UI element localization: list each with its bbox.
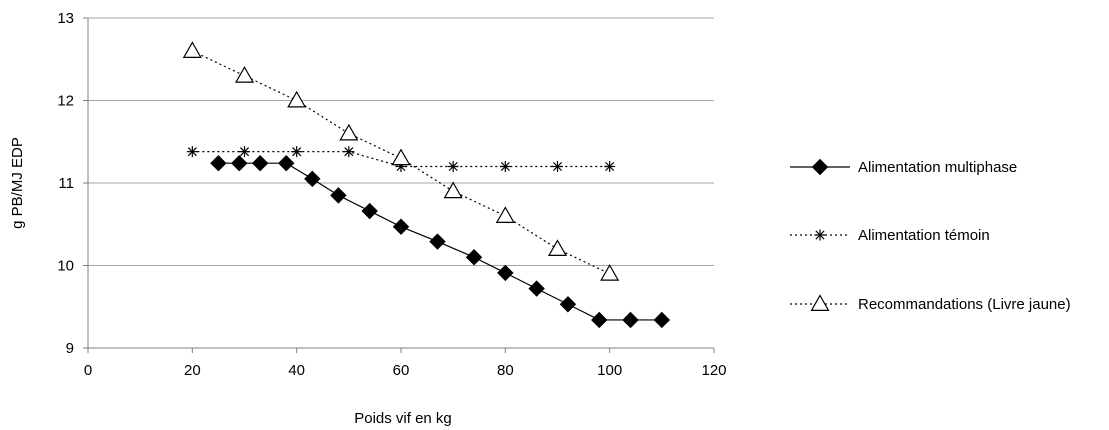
x-tick-label: 120	[701, 362, 726, 379]
x-tick-label: 0	[84, 362, 92, 379]
diamond-marker	[465, 249, 483, 266]
y-axis-label: g PB/MJ EDP	[9, 137, 26, 229]
diamond-marker	[361, 202, 378, 220]
series-1	[210, 154, 671, 329]
diamond-marker	[497, 264, 514, 282]
diamond-marker	[210, 154, 227, 172]
diamond-marker	[653, 311, 671, 329]
asterisk-marker	[552, 161, 563, 172]
triangle-marker	[600, 264, 620, 281]
diamond-marker	[330, 187, 347, 204]
grid-lines	[88, 17, 714, 349]
triangle-marker	[495, 206, 515, 223]
asterisk-marker	[291, 146, 303, 158]
asterisk-marker	[186, 146, 198, 158]
x-tick-label: 20	[184, 362, 201, 379]
x-tick-labels: 0 20 40 60 80 100 120	[84, 348, 727, 379]
diamond-marker	[622, 311, 639, 329]
diamond-marker	[429, 233, 446, 250]
legend-label: Recommandations (Livre jaune)	[858, 296, 1071, 313]
series-line	[192, 50, 610, 275]
asterisk-marker	[814, 229, 826, 241]
asterisk-marker	[447, 161, 459, 172]
diamond-marker	[392, 218, 410, 235]
triangle-marker	[287, 90, 307, 108]
diamond-marker	[528, 280, 545, 297]
x-tick-label: 100	[597, 362, 622, 379]
triangle-marker	[339, 123, 359, 141]
triangle-marker	[443, 181, 463, 199]
triangle-marker	[234, 66, 255, 83]
series-3	[182, 41, 620, 281]
diamond-marker	[304, 170, 321, 188]
diamond-marker	[811, 158, 829, 176]
diamond-marker	[251, 154, 269, 172]
asterisk-marker	[343, 146, 355, 158]
diamond-marker	[591, 311, 608, 329]
legend: Alimentation multiphase Alimentation témo…	[790, 158, 1071, 313]
series-2	[186, 146, 616, 172]
diamond-marker	[278, 154, 295, 172]
asterisk-marker	[239, 146, 250, 158]
triangle-marker	[391, 148, 411, 166]
asterisk-marker	[604, 161, 616, 172]
legend-item: Recommandations (Livre jaune)	[790, 294, 1071, 313]
y-tick-label: 10	[57, 258, 74, 275]
x-tick-label: 40	[288, 362, 305, 379]
y-tick-label: 9	[66, 340, 74, 357]
legend-item: Alimentation multiphase	[790, 158, 1017, 176]
diamond-marker	[559, 296, 577, 313]
triangle-marker	[182, 41, 202, 58]
triangle-marker	[810, 294, 830, 311]
y-tick-label: 11	[58, 175, 74, 192]
x-tick-label: 80	[497, 362, 514, 379]
triangle-marker	[547, 239, 568, 256]
diamond-marker	[231, 154, 248, 172]
y-tick-label: 12	[57, 93, 74, 110]
legend-label: Alimentation multiphase	[858, 159, 1017, 176]
series-group	[182, 41, 671, 329]
x-axis-label: Poids vif en kg	[354, 410, 452, 427]
legend-label: Alimentation témoin	[858, 227, 990, 244]
x-tick-label: 60	[393, 362, 410, 379]
y-tick-label: 13	[57, 10, 74, 27]
asterisk-marker	[499, 161, 511, 172]
legend-item: Alimentation témoin	[790, 227, 990, 244]
y-tick-labels: 9 10 11 12 13	[57, 10, 88, 357]
series-line	[218, 162, 662, 321]
